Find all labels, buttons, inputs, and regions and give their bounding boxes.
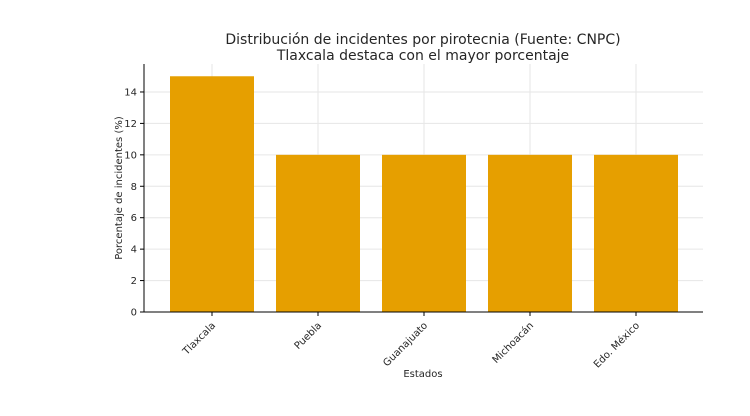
y-tick-label: 8 <box>131 182 137 193</box>
x-tick-label: Edo. México <box>591 320 642 371</box>
x-tick-label: Michoacán <box>490 320 536 366</box>
x-tick-label: Puebla <box>293 320 325 352</box>
y-tick-label: 4 <box>131 245 137 256</box>
chart-subtitle: Tlaxcala destaca con el mayor porcentaje <box>276 48 569 64</box>
y-tick-label: 12 <box>124 119 137 130</box>
bar-edo-m-xico <box>594 154 678 312</box>
y-tick-label: 0 <box>131 308 137 319</box>
y-axis-ticks: 0 2 4 6 8 10 12 14 <box>124 87 144 319</box>
y-tick-label: 10 <box>124 150 137 161</box>
y-tick-label: 6 <box>131 213 137 224</box>
bar-tlaxcala <box>170 76 254 313</box>
chart-title: Distribución de incidentes por pirotecni… <box>225 32 620 48</box>
y-tick-label: 2 <box>131 276 137 287</box>
bars <box>170 76 678 313</box>
x-axis-ticks: Tlaxcala Puebla Guanajuato Michoacán Edo. Mé… <box>180 312 642 370</box>
bar-puebla <box>276 154 360 312</box>
bar-michoac-n <box>488 154 572 312</box>
x-tick-label: Tlaxcala <box>180 320 218 358</box>
y-axis-label: Porcentaje de incidentes (%) <box>114 116 125 260</box>
y-tick-label: 14 <box>124 87 137 98</box>
x-axis-label: Estados <box>403 369 442 380</box>
bar-guanajuato <box>382 154 466 312</box>
x-tick-label: Guanajuato <box>381 320 430 369</box>
